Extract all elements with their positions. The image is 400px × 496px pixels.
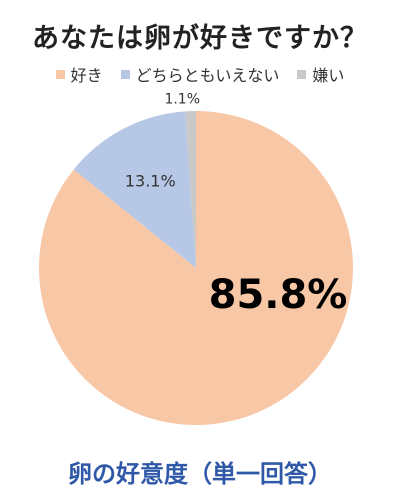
legend-item-dislike: 嫌い — [297, 62, 344, 86]
chart-caption: 卵の好意度（単一回答） — [68, 460, 332, 488]
data-label-like: 85.8% — [209, 272, 348, 318]
legend-label-neutral: どちらともいえない — [135, 66, 280, 85]
legend-label-dislike: 嫌い — [312, 66, 345, 85]
legend-item-neutral: どちらともいえない — [120, 62, 280, 86]
legend: 好き どちらともいえない 嫌い — [0, 62, 400, 86]
legend-swatch-dislike — [297, 69, 307, 79]
data-label-dislike: 1.1% — [164, 92, 200, 108]
legend-item-like: 好き — [55, 62, 103, 86]
data-label-neutral: 13.1% — [125, 171, 176, 190]
slice-dislike — [185, 111, 196, 268]
legend-label-like: 好き — [70, 66, 103, 85]
chart-title: あなたは卵が好きですか？ — [32, 23, 368, 54]
slice-like — [38, 111, 353, 425]
legend-swatch-neutral — [120, 69, 130, 79]
slice-neutral — [73, 111, 196, 268]
legend-swatch-like — [55, 69, 65, 79]
